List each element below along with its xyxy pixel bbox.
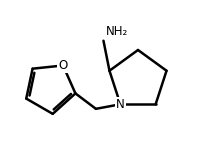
- Text: N: N: [116, 98, 125, 111]
- Text: O: O: [58, 59, 68, 72]
- Text: NH₂: NH₂: [105, 25, 128, 38]
